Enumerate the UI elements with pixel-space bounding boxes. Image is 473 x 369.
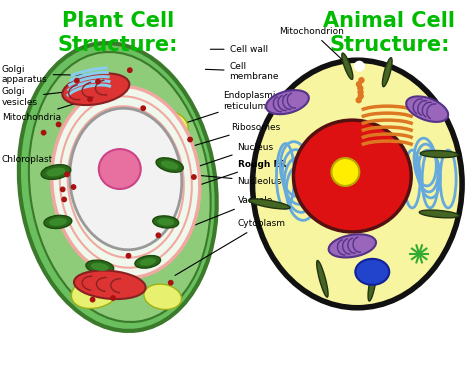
Ellipse shape (355, 259, 389, 285)
Text: Golgi
vesicles: Golgi vesicles (2, 87, 87, 107)
Text: Animal Cell
Structure:: Animal Cell Structure: (323, 11, 455, 55)
Ellipse shape (253, 60, 462, 308)
Ellipse shape (19, 43, 217, 331)
Text: Chloroplast: Chloroplast (2, 155, 53, 171)
Ellipse shape (293, 120, 411, 232)
Ellipse shape (44, 215, 72, 228)
Circle shape (359, 78, 364, 83)
Ellipse shape (420, 151, 458, 158)
Circle shape (358, 86, 363, 91)
Ellipse shape (151, 110, 188, 140)
Circle shape (126, 254, 131, 258)
Ellipse shape (266, 90, 309, 114)
Circle shape (355, 62, 364, 71)
Circle shape (156, 233, 160, 238)
Circle shape (62, 197, 66, 201)
Text: Cell wall: Cell wall (210, 45, 268, 54)
Circle shape (111, 296, 115, 300)
Circle shape (56, 122, 61, 127)
Ellipse shape (332, 158, 359, 186)
Text: Nucleus: Nucleus (175, 142, 274, 174)
Ellipse shape (52, 86, 200, 278)
Circle shape (192, 175, 196, 179)
Ellipse shape (153, 216, 179, 228)
Circle shape (90, 297, 95, 302)
Text: Ribosomes: Ribosomes (175, 123, 281, 151)
Circle shape (358, 94, 363, 99)
Ellipse shape (46, 168, 65, 176)
Text: Mitochondrion: Mitochondrion (280, 27, 350, 67)
Text: Cytoplasm: Cytoplasm (175, 220, 286, 275)
Text: Rough ER: Rough ER (172, 159, 286, 194)
Ellipse shape (135, 256, 160, 268)
Ellipse shape (158, 218, 174, 225)
Circle shape (357, 82, 361, 87)
Ellipse shape (382, 58, 392, 87)
Circle shape (358, 90, 363, 95)
Circle shape (65, 172, 69, 177)
Ellipse shape (156, 158, 183, 172)
Ellipse shape (161, 161, 178, 169)
Text: Endoplasmic
reticulum: Endoplasmic reticulum (175, 92, 281, 126)
Text: Nucleolus: Nucleolus (132, 169, 282, 186)
Text: Mitochondria: Mitochondria (2, 98, 93, 122)
Text: Vacuole: Vacuole (155, 196, 273, 241)
Ellipse shape (406, 96, 448, 122)
Circle shape (61, 187, 65, 192)
Circle shape (188, 137, 192, 142)
Text: Cell
membrane: Cell membrane (205, 62, 279, 81)
Ellipse shape (91, 263, 109, 271)
Ellipse shape (74, 270, 146, 299)
Ellipse shape (317, 261, 328, 297)
Ellipse shape (144, 284, 182, 310)
Ellipse shape (41, 165, 70, 179)
Circle shape (356, 98, 361, 103)
Ellipse shape (329, 234, 376, 258)
Ellipse shape (249, 199, 290, 209)
Ellipse shape (342, 53, 353, 79)
Circle shape (88, 97, 92, 101)
Ellipse shape (71, 275, 120, 308)
Ellipse shape (70, 108, 182, 250)
Circle shape (42, 131, 46, 135)
Ellipse shape (99, 149, 141, 189)
Circle shape (96, 79, 100, 84)
Ellipse shape (419, 210, 459, 218)
Ellipse shape (49, 218, 67, 226)
Circle shape (168, 280, 173, 285)
Circle shape (71, 185, 76, 189)
Text: Plant Cell
Structure:: Plant Cell Structure: (58, 11, 178, 55)
Ellipse shape (140, 258, 156, 266)
Ellipse shape (29, 52, 210, 322)
Ellipse shape (86, 260, 114, 273)
Text: Golgi
apparatus: Golgi apparatus (2, 65, 87, 84)
Ellipse shape (62, 73, 129, 105)
Ellipse shape (368, 266, 377, 301)
Circle shape (128, 68, 132, 72)
Circle shape (75, 79, 79, 83)
Circle shape (141, 106, 145, 110)
